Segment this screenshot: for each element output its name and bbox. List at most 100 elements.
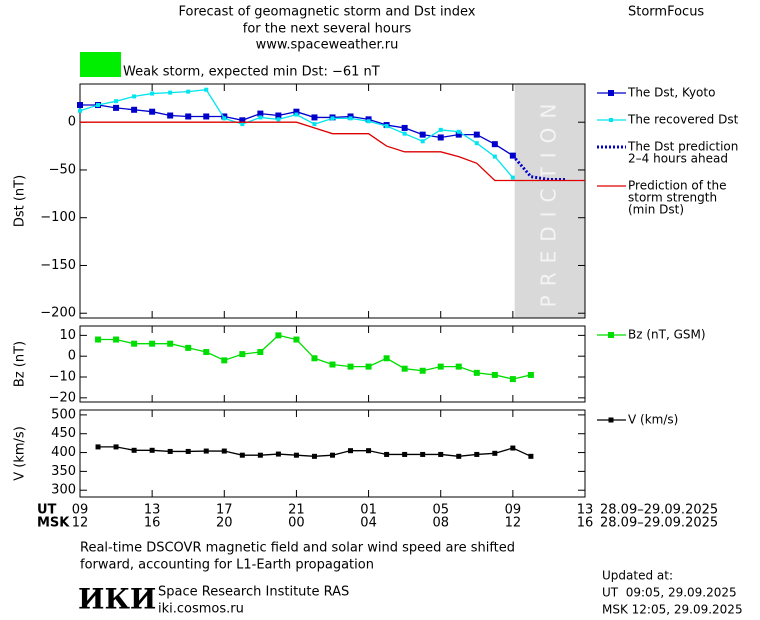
institute-site[interactable]: iki.cosmos.ru (158, 602, 244, 617)
data-point (239, 452, 245, 458)
y-axis-label: V (km/s) (13, 426, 28, 481)
data-point (150, 91, 155, 96)
data-point (257, 452, 263, 458)
x-tick-label: 21 (288, 503, 305, 518)
footer-note: forward, accounting for L1-Earth propaga… (80, 558, 374, 573)
data-point (473, 131, 480, 138)
data-point (474, 451, 480, 457)
y-tick-label: −50 (49, 162, 76, 177)
data-point (384, 451, 390, 457)
updated-ut: UT 09:05, 29.09.2025 (602, 586, 737, 600)
data-point (114, 99, 119, 104)
data-point (149, 340, 156, 347)
data-point (167, 112, 174, 119)
data-point (437, 363, 444, 370)
data-point (456, 453, 462, 459)
data-point (366, 448, 372, 454)
data-point (239, 117, 246, 124)
y-tick-label: 350 (51, 464, 76, 479)
data-point (258, 115, 263, 120)
data-point (131, 340, 138, 347)
x-tick-label-msk: 08 (432, 516, 449, 531)
footer-note: Real-time DSCOVR magnetic field and sola… (80, 541, 515, 556)
y-axis-label: Dst (nT) (13, 175, 28, 227)
data-point (294, 112, 299, 117)
x-tick-label: 01 (360, 503, 377, 518)
y-tick-label: −10 (49, 370, 76, 385)
x-tick-label-msk: 00 (288, 516, 305, 531)
data-point (77, 102, 83, 109)
data-point (275, 451, 281, 457)
data-point (455, 363, 462, 370)
data-point (419, 131, 426, 138)
x-tick-label-msk: 12 (505, 516, 522, 531)
data-point (203, 113, 210, 120)
y-tick-label: −200 (40, 306, 76, 321)
data-point (510, 175, 515, 180)
data-point (203, 448, 209, 454)
logo: ИКИ (78, 583, 156, 616)
series-line (79, 89, 514, 179)
data-point (168, 90, 173, 95)
site-url[interactable]: www.spaceweather.ru (256, 38, 399, 53)
data-point (186, 89, 191, 94)
data-point (131, 106, 138, 113)
updated-label: Updated at: (602, 569, 673, 583)
data-point (347, 363, 354, 370)
y-tick-label: −100 (40, 210, 76, 225)
data-point (132, 94, 137, 99)
prediction-zone (514, 84, 585, 318)
data-point (509, 376, 516, 383)
ut-label: UT (37, 503, 57, 518)
legend-marker (609, 118, 613, 122)
subtitle: for the next several hours (243, 22, 412, 37)
data-point (149, 108, 156, 115)
series-line (80, 121, 585, 182)
data-point (221, 357, 228, 364)
data-point (348, 448, 354, 454)
x-tick-label: 05 (432, 503, 449, 518)
y-tick-label: −20 (49, 390, 76, 405)
msk-label: MSK (37, 516, 70, 531)
data-point (276, 117, 281, 122)
y-tick-label: 500 (51, 407, 76, 422)
x-tick-label-msk: 20 (216, 516, 233, 531)
data-point (293, 452, 299, 458)
data-point (401, 365, 408, 372)
data-point (185, 113, 192, 120)
data-point (78, 108, 82, 113)
data-point (311, 453, 317, 459)
plot-frame (79, 409, 586, 498)
y-tick-label: 0 (68, 115, 76, 130)
x-tick-label: 09 (505, 503, 522, 518)
data-point (527, 371, 534, 378)
legend-label: V (km/s) (628, 413, 678, 427)
updated-msk: MSK 12:05, 29.09.2025 (602, 603, 743, 617)
x-tick-label: 13 (144, 503, 161, 518)
data-point (492, 154, 497, 159)
x-tick-label: 13 (577, 503, 594, 518)
data-point (312, 122, 317, 127)
data-point (456, 129, 461, 134)
data-point (402, 131, 407, 136)
data-point (455, 131, 462, 138)
legend-label: 2–4 hours ahead (628, 152, 728, 166)
data-point (113, 336, 120, 343)
y-tick-label: 10 (59, 328, 76, 343)
data-point (185, 344, 192, 351)
x-tick-label-msk: 12 (72, 516, 89, 531)
data-point (365, 363, 372, 370)
x-tick-label-msk: 16 (577, 516, 594, 531)
data-point (131, 447, 137, 453)
legend-label: The Dst prediction (627, 140, 738, 154)
storm-indicator (80, 52, 121, 77)
data-point (492, 450, 498, 456)
series-line (511, 154, 567, 182)
institute: Space Research Institute RAS (158, 585, 349, 600)
data-point (240, 122, 245, 127)
data-point (420, 139, 425, 144)
data-point (348, 116, 353, 121)
data-point (419, 367, 426, 374)
date-range: 28.09–29.09.2025 (600, 503, 718, 518)
plot-frame (79, 83, 586, 319)
